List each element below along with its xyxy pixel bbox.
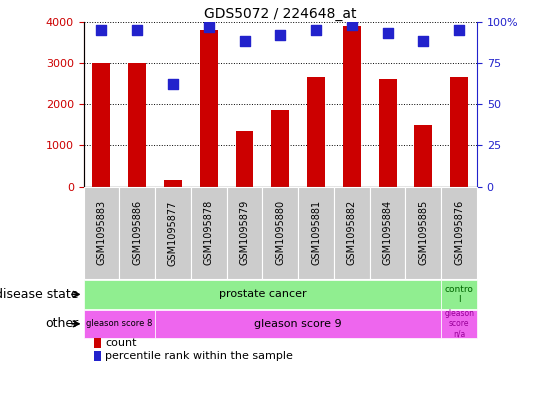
Text: disease state: disease state	[0, 288, 78, 301]
Text: GSM1095878: GSM1095878	[204, 200, 214, 266]
Text: GSM1095876: GSM1095876	[454, 200, 464, 266]
Bar	[405, 187, 441, 279]
Bar	[334, 187, 370, 279]
Text: GSM1095883: GSM1095883	[96, 200, 106, 265]
Bar	[298, 187, 334, 279]
Bar	[441, 280, 477, 309]
Bar	[441, 310, 477, 338]
Bar	[378, 79, 397, 187]
Bar	[343, 26, 361, 187]
Bar	[84, 187, 119, 279]
Text: prostate cancer: prostate cancer	[219, 289, 306, 299]
Text: GSM1095879: GSM1095879	[239, 200, 250, 266]
Bar	[236, 131, 253, 187]
Bar	[370, 187, 405, 279]
Text: gleason score 8: gleason score 8	[86, 320, 153, 328]
Point	[240, 38, 249, 44]
Text: gleason
score
n/a: gleason score n/a	[444, 309, 474, 339]
Bar	[226, 187, 262, 279]
Bar	[128, 63, 146, 187]
Point	[169, 81, 177, 88]
Point	[312, 27, 320, 33]
Bar	[84, 310, 155, 338]
Bar	[262, 187, 298, 279]
Bar	[414, 125, 432, 187]
Text: contro
l: contro l	[445, 285, 474, 304]
Bar	[93, 63, 110, 187]
Bar	[191, 187, 226, 279]
Point	[455, 27, 464, 33]
Text: percentile rank within the sample: percentile rank within the sample	[105, 351, 293, 361]
Text: GSM1095881: GSM1095881	[311, 200, 321, 265]
Text: GSM1095885: GSM1095885	[418, 200, 429, 266]
Bar	[271, 110, 289, 187]
Text: GSM1095882: GSM1095882	[347, 200, 357, 266]
Point	[348, 22, 356, 28]
Bar	[164, 180, 182, 187]
Text: count: count	[105, 338, 136, 348]
Text: GSM1095886: GSM1095886	[132, 200, 142, 265]
Point	[383, 30, 392, 36]
Point	[133, 27, 142, 33]
Text: GSM1095877: GSM1095877	[168, 200, 178, 266]
Bar	[200, 30, 218, 187]
Title: GDS5072 / 224648_at: GDS5072 / 224648_at	[204, 7, 356, 20]
Text: GSM1095880: GSM1095880	[275, 200, 285, 265]
Point	[204, 24, 213, 30]
Bar	[155, 310, 441, 338]
Bar	[155, 187, 191, 279]
Bar	[119, 187, 155, 279]
Point	[97, 27, 106, 33]
Text: GSM1095884: GSM1095884	[383, 200, 392, 265]
Text: other: other	[45, 317, 78, 331]
Point	[419, 38, 427, 44]
Point	[276, 32, 285, 38]
Bar	[441, 187, 477, 279]
Bar	[450, 77, 468, 187]
Text: gleason score 9: gleason score 9	[254, 319, 342, 329]
Bar	[307, 77, 325, 187]
